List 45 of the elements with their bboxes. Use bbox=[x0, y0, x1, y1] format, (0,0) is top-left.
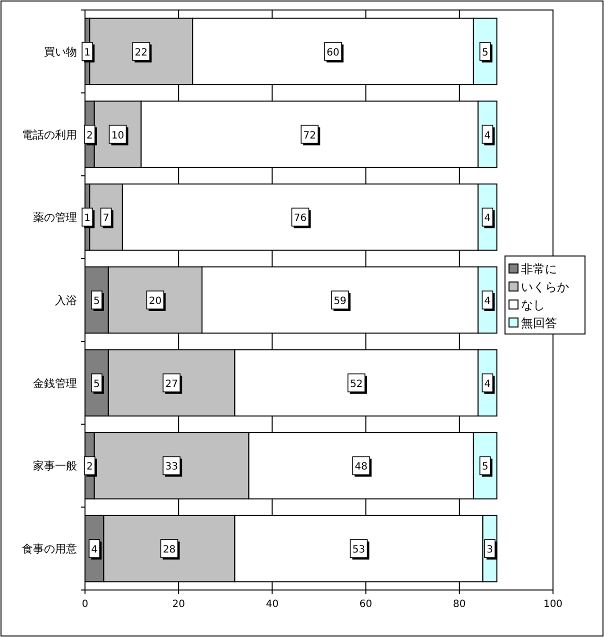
data-label: 7 bbox=[102, 213, 110, 224]
y-tick-label: 家事一般 bbox=[33, 460, 77, 473]
data-label: 76 bbox=[294, 213, 307, 224]
data-label: 2 bbox=[86, 462, 93, 473]
data-label: 4 bbox=[484, 378, 491, 390]
data-label: 20 bbox=[148, 296, 162, 307]
x-tick-label: 100 bbox=[543, 599, 563, 610]
legend-label: いくらか bbox=[521, 280, 569, 294]
data-label: 5 bbox=[482, 462, 488, 473]
data-label: 53 bbox=[352, 544, 366, 556]
y-tick-label: 買い物 bbox=[44, 45, 77, 58]
y-tick-label: 食事の用意 bbox=[22, 542, 77, 556]
data-label: 72 bbox=[303, 130, 316, 142]
legend-label: 非常に bbox=[521, 262, 557, 276]
data-label: 59 bbox=[334, 296, 346, 307]
data-label: 2 bbox=[86, 130, 93, 142]
data-label: 4 bbox=[91, 544, 98, 556]
data-label: 4 bbox=[484, 296, 491, 307]
data-label: 52 bbox=[350, 378, 363, 390]
data-label: 10 bbox=[111, 130, 124, 142]
data-label: 22 bbox=[134, 47, 148, 58]
x-tick-label: 80 bbox=[453, 599, 466, 610]
legend-label: 無回答 bbox=[521, 316, 557, 330]
x-tick-label: 40 bbox=[266, 599, 279, 610]
data-label: 28 bbox=[162, 544, 176, 556]
y-tick-label: 薬の管理 bbox=[33, 211, 77, 224]
legend-label: なし bbox=[521, 298, 545, 312]
x-tick-label: 20 bbox=[172, 599, 185, 610]
data-label: 5 bbox=[94, 296, 100, 307]
data-label: 5 bbox=[94, 378, 100, 390]
data-label: 48 bbox=[354, 462, 368, 473]
x-tick-label: 0 bbox=[82, 599, 88, 610]
data-label: 33 bbox=[165, 462, 178, 473]
y-tick-label: 金銭管理 bbox=[33, 376, 77, 390]
y-tick-label: 入浴 bbox=[55, 294, 77, 307]
data-label: 3 bbox=[486, 544, 494, 556]
data-label: 1 bbox=[84, 47, 91, 58]
data-label: 4 bbox=[484, 130, 491, 142]
y-tick-label: 電話の利用 bbox=[22, 128, 77, 142]
data-label: 60 bbox=[326, 47, 340, 58]
x-tick-label: 60 bbox=[359, 599, 372, 610]
data-label: 1 bbox=[84, 213, 91, 224]
data-label: 4 bbox=[484, 213, 491, 224]
data-label: 27 bbox=[165, 378, 178, 390]
data-label: 5 bbox=[482, 47, 488, 58]
